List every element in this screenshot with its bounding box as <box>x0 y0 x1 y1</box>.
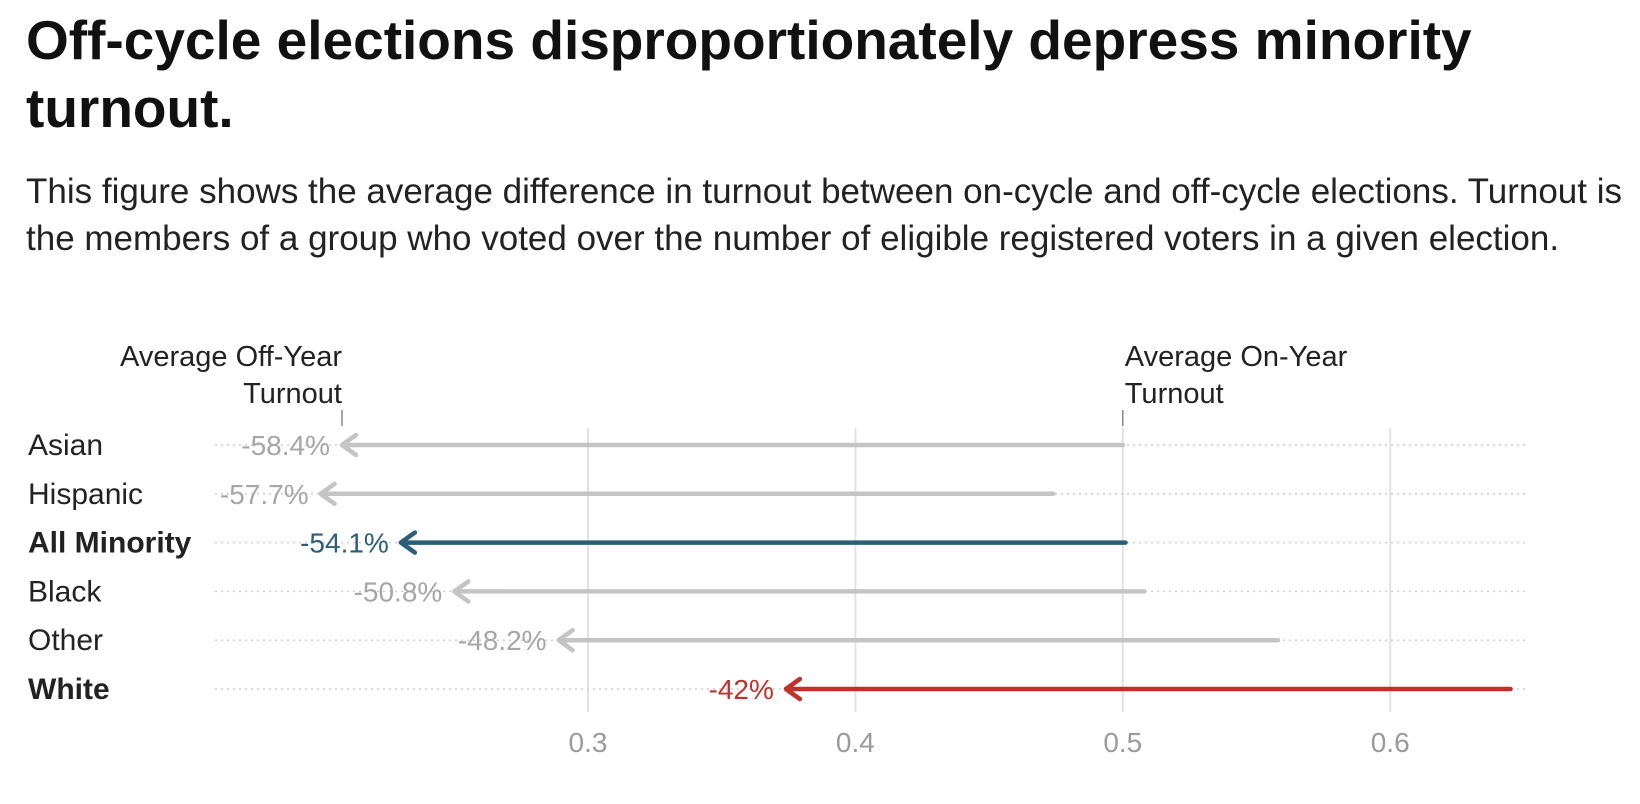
annotations: Average Off-Year Turnout Average On-Year Tu… <box>120 341 1348 426</box>
category-label-black: Black <box>28 575 102 608</box>
arrow-head-other <box>556 627 575 653</box>
arrow-head-white <box>783 676 803 702</box>
value-label-all-minority: -54.1% <box>300 528 389 559</box>
category-label-white: White <box>28 673 110 706</box>
value-label-other: -48.2% <box>458 625 547 656</box>
x-tick-label: 0.3 <box>569 727 608 758</box>
gridlines <box>587 428 1392 712</box>
rows: Asian -58.4% Hispanic -57.7% All Minority -54… <box>28 429 1528 706</box>
x-axis: 0.3 0.4 0.5 0.6 <box>569 727 1410 758</box>
off-year-annotation-line: Average Off-Year <box>120 341 342 373</box>
arrow-head-hispanic <box>318 481 337 507</box>
value-label-black: -50.8% <box>354 576 443 607</box>
category-label-all-minority: All Minority <box>28 527 192 560</box>
x-tick-label: 0.4 <box>836 727 875 758</box>
arrow-head-asian <box>339 432 359 458</box>
x-tick-label: 0.5 <box>1103 727 1142 758</box>
chart-title: Off-cycle elections disproportionately d… <box>26 9 1472 139</box>
value-label-hispanic: -57.7% <box>220 479 309 510</box>
category-label-asian: Asian <box>28 429 103 462</box>
off-year-annotation-line: Turnout <box>243 378 342 410</box>
value-label-white: -42% <box>709 674 774 705</box>
on-year-annotation-line: Average On-Year <box>1125 341 1348 373</box>
category-label-other: Other <box>28 624 103 657</box>
on-year-annotation-line: Turnout <box>1125 378 1224 410</box>
arrow-head-black <box>452 579 471 604</box>
arrow-head-all-minority <box>398 530 418 555</box>
category-label-hispanic: Hispanic <box>28 478 143 511</box>
value-label-asian: -58.4% <box>241 430 330 461</box>
x-tick-label: 0.6 <box>1371 727 1410 758</box>
chart-subtitle: This figure shows the average difference… <box>26 172 1622 258</box>
